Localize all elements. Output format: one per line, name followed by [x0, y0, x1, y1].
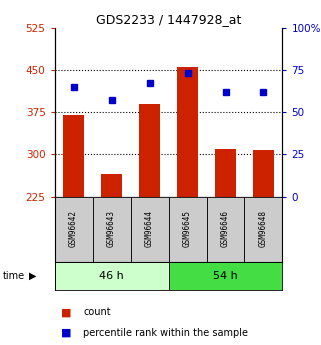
Bar: [92, 197, 131, 262]
Bar: [131, 197, 169, 262]
Text: GSM96645: GSM96645: [183, 210, 192, 247]
Bar: [169, 262, 282, 290]
Text: GSM96646: GSM96646: [221, 210, 230, 247]
Title: GDS2233 / 1447928_at: GDS2233 / 1447928_at: [96, 13, 241, 27]
Bar: [253, 150, 274, 197]
Text: ■: ■: [61, 328, 72, 338]
Bar: [63, 115, 84, 197]
Bar: [215, 149, 236, 197]
Text: GSM96644: GSM96644: [145, 210, 154, 247]
Text: GSM96642: GSM96642: [69, 210, 78, 247]
Text: count: count: [83, 307, 111, 317]
Bar: [101, 174, 122, 197]
Text: ▶: ▶: [29, 271, 36, 281]
Bar: [55, 262, 169, 290]
Text: GSM96648: GSM96648: [259, 210, 268, 247]
Bar: [177, 67, 198, 197]
Bar: [169, 197, 206, 262]
Text: ■: ■: [61, 307, 72, 317]
Text: percentile rank within the sample: percentile rank within the sample: [83, 328, 248, 338]
Text: time: time: [3, 271, 25, 281]
Bar: [55, 197, 92, 262]
Text: GSM96643: GSM96643: [107, 210, 116, 247]
Text: 46 h: 46 h: [99, 271, 124, 281]
Text: 54 h: 54 h: [213, 271, 238, 281]
Bar: [245, 197, 282, 262]
Bar: [206, 197, 245, 262]
Bar: [139, 104, 160, 197]
